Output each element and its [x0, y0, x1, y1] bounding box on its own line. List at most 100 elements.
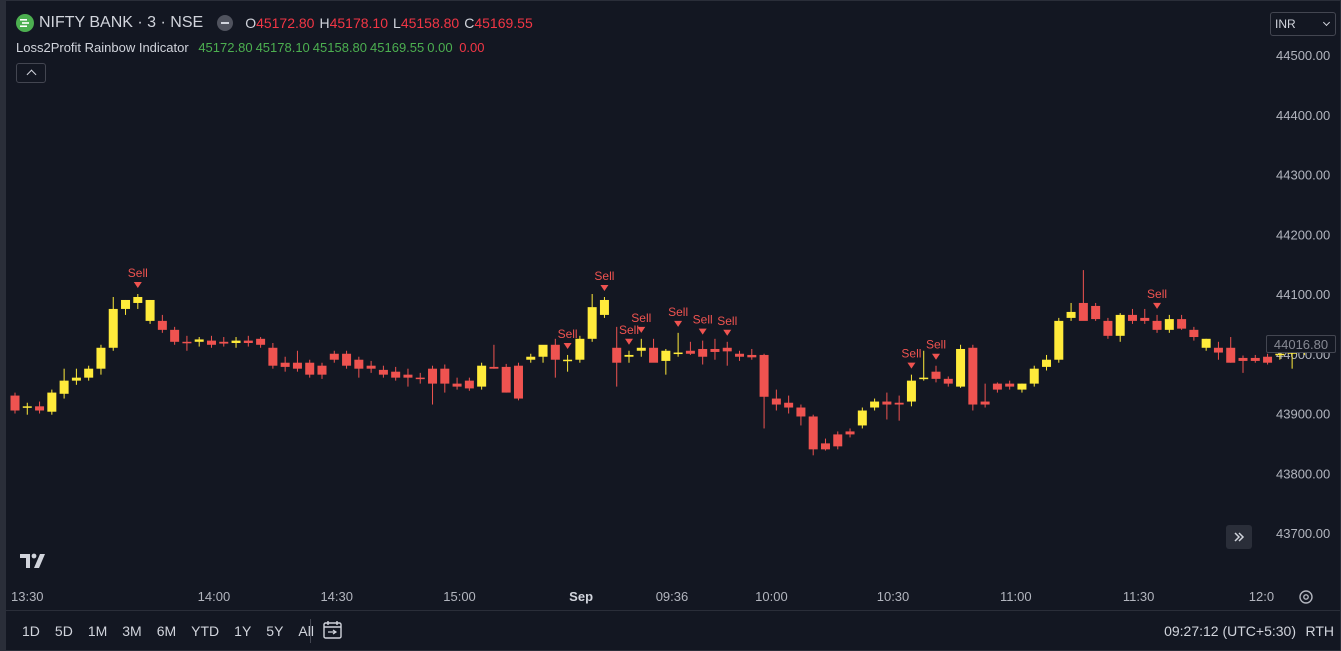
sell-signal-arrow: [674, 320, 683, 327]
range-button-5d[interactable]: 5D: [54, 623, 73, 639]
tradingview-logo-icon[interactable]: [20, 550, 52, 570]
candle-body: [329, 353, 339, 360]
price-tick-label: 43900.00: [1276, 407, 1330, 422]
sell-signal-arrow: [625, 338, 633, 345]
range-button-1m[interactable]: 1M: [87, 623, 108, 639]
candle-body: [538, 344, 548, 357]
ohlc-key: L: [393, 14, 401, 31]
candle-body: [710, 348, 720, 352]
candle-body: [882, 401, 892, 405]
sell-signal-arrow: [907, 362, 916, 369]
currency-select[interactable]: INR: [1270, 12, 1336, 36]
candle-body: [526, 356, 536, 360]
candle-body: [575, 338, 585, 360]
candle-body: [243, 340, 253, 343]
sell-signal-label: Sell: [901, 347, 921, 361]
candle-body: [1127, 314, 1137, 321]
candle-body: [1201, 338, 1211, 348]
bottom-toolbar: 1D 5D 1M 3M 6M YTD 1Y 5Y All 09:27:12 (UTC+5:30)…: [6, 610, 1340, 650]
indicator-name[interactable]: Loss2Profit Rainbow Indicator: [16, 40, 189, 55]
time-tick-label: 09:36: [656, 589, 689, 604]
candle-body: [391, 371, 401, 378]
candle-body: [685, 350, 695, 354]
calendar-goto-icon[interactable]: [322, 619, 344, 641]
candle-body: [489, 366, 499, 369]
candle-body: [1005, 383, 1015, 387]
candle-body: [22, 406, 32, 408]
candle-body: [1226, 347, 1236, 363]
candle-body: [35, 406, 45, 411]
exchange-logo-icon: [16, 14, 34, 32]
candle-body: [919, 377, 929, 380]
symbol-title[interactable]: NIFTY BANK · 3 · NSE: [39, 14, 204, 31]
sell-signal-arrow: [723, 329, 732, 336]
market-status-icon[interactable]: [217, 15, 234, 31]
price-tick-label: 44300.00: [1276, 168, 1330, 183]
candle-body: [219, 341, 229, 344]
range-button-6m[interactable]: 6M: [156, 623, 177, 639]
candle-body: [624, 354, 634, 357]
candle-body: [268, 347, 278, 366]
price-tick-label: 44400.00: [1276, 108, 1330, 123]
range-button-all[interactable]: All: [298, 623, 314, 639]
range-button-1d[interactable]: 1D: [22, 623, 40, 639]
sell-signal-label: Sell: [558, 327, 578, 341]
range-button-1y[interactable]: 1Y: [234, 623, 252, 639]
toolbar-divider: [310, 619, 311, 643]
candle-body: [170, 329, 180, 342]
candle-body: [820, 443, 830, 450]
candle-body: [784, 402, 794, 408]
range-button-ytd[interactable]: YTD: [191, 623, 220, 639]
candle-body: [857, 410, 867, 426]
range-button-3m[interactable]: 3M: [122, 623, 142, 639]
ohlc-key: O: [245, 14, 257, 31]
candle-body: [1042, 359, 1052, 367]
candle-body: [894, 402, 904, 405]
session-toggle[interactable]: RTH: [1305, 623, 1334, 639]
currency-label: INR: [1275, 17, 1296, 31]
candle-body: [1177, 319, 1187, 329]
symbol-legend: NIFTY BANK · 3 · NSE O45172.80 H45178.10 L…: [16, 14, 538, 32]
candle-body: [968, 347, 978, 405]
candle-body: [956, 348, 966, 387]
time-tick-label: 11:30: [1123, 589, 1155, 604]
ohlc-h: H45178.10: [319, 15, 388, 31]
indicator-value: 45172.80: [198, 40, 253, 55]
range-buttons: 1D 5D 1M 3M 6M YTD 1Y 5Y All: [22, 623, 329, 639]
price-tick-label: 43700.00: [1276, 526, 1330, 541]
candle-body: [747, 354, 757, 358]
candle-body: [440, 368, 450, 384]
indicator-legend: Loss2Profit Rainbow Indicator 45172.80 45…: [16, 40, 485, 55]
time-tick-label: 13:30: [11, 589, 44, 604]
price-tick-label: 44200.00: [1276, 227, 1330, 242]
range-button-5y[interactable]: 5Y: [266, 623, 284, 639]
candle-body: [96, 347, 106, 369]
candle-body: [649, 347, 659, 363]
candle-body: [845, 431, 855, 435]
ohlc-key: C: [464, 14, 475, 31]
settings-gear-icon[interactable]: [1296, 587, 1316, 607]
scroll-to-realtime-button[interactable]: [1226, 525, 1252, 549]
ohlc-value: 45158.80: [400, 14, 460, 31]
last-price-label: 44016.80: [1266, 335, 1336, 353]
time-tick-label: 15:00: [443, 589, 476, 604]
candle-body: [71, 377, 81, 381]
ohlc-key: H: [319, 14, 330, 31]
candle-body: [354, 359, 364, 369]
candle-body: [182, 341, 192, 344]
candle-body: [1078, 302, 1088, 321]
sell-signal-label: Sell: [619, 323, 639, 337]
candle-body: [342, 353, 352, 366]
sell-signal-label: Sell: [926, 338, 946, 352]
chevron-up-icon: [26, 69, 36, 80]
clock-timezone[interactable]: 09:27:12 (UTC+5:30): [1164, 623, 1296, 639]
price-tick-label: 43800.00: [1276, 466, 1330, 481]
candle-body: [108, 308, 118, 348]
collapse-legend-button[interactable]: [16, 63, 46, 83]
candle-body: [428, 368, 438, 384]
time-tick-label: 10:30: [877, 589, 910, 604]
candle-body: [366, 365, 376, 369]
price-tick-label: 44500.00: [1276, 48, 1330, 63]
candle-body: [1103, 320, 1113, 336]
